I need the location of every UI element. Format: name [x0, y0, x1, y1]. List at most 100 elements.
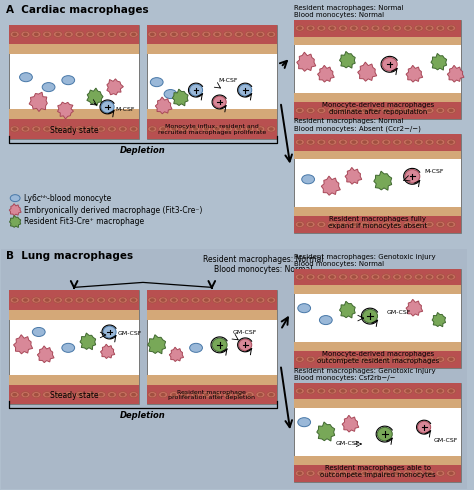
Ellipse shape — [108, 126, 117, 132]
Ellipse shape — [340, 358, 346, 361]
Ellipse shape — [161, 298, 165, 302]
Ellipse shape — [258, 127, 263, 131]
Ellipse shape — [75, 392, 84, 397]
Ellipse shape — [226, 33, 230, 36]
Ellipse shape — [215, 33, 219, 36]
Bar — [294, 269, 462, 285]
Ellipse shape — [427, 358, 432, 361]
Ellipse shape — [392, 139, 401, 145]
Ellipse shape — [328, 25, 337, 31]
Ellipse shape — [416, 109, 421, 112]
Ellipse shape — [256, 297, 265, 303]
Ellipse shape — [109, 33, 114, 36]
Ellipse shape — [297, 275, 302, 279]
Ellipse shape — [438, 389, 443, 392]
Ellipse shape — [180, 392, 189, 397]
Text: Depletion: Depletion — [120, 411, 166, 420]
Ellipse shape — [99, 33, 104, 36]
Ellipse shape — [349, 388, 358, 394]
Bar — [147, 385, 277, 404]
Ellipse shape — [54, 31, 63, 37]
Ellipse shape — [182, 393, 187, 396]
Ellipse shape — [247, 33, 252, 36]
Ellipse shape — [295, 221, 304, 227]
Polygon shape — [100, 344, 115, 359]
Ellipse shape — [32, 327, 45, 337]
Ellipse shape — [349, 356, 358, 362]
Ellipse shape — [395, 26, 400, 30]
Text: GM-CSF: GM-CSF — [118, 331, 142, 337]
Bar — [147, 119, 277, 139]
Ellipse shape — [120, 298, 125, 302]
Ellipse shape — [425, 388, 434, 394]
Bar — [9, 375, 139, 385]
Ellipse shape — [427, 471, 432, 475]
Ellipse shape — [86, 392, 95, 397]
Ellipse shape — [32, 126, 41, 132]
Text: B  Lung macrophages: B Lung macrophages — [6, 251, 133, 261]
Ellipse shape — [340, 222, 346, 226]
Ellipse shape — [349, 470, 358, 476]
Bar — [9, 291, 139, 404]
Ellipse shape — [172, 33, 176, 36]
Ellipse shape — [384, 109, 389, 112]
Polygon shape — [37, 346, 54, 363]
Ellipse shape — [360, 388, 369, 394]
Ellipse shape — [267, 126, 276, 132]
Ellipse shape — [330, 26, 335, 30]
Ellipse shape — [319, 109, 324, 112]
Ellipse shape — [360, 139, 369, 145]
Ellipse shape — [330, 275, 335, 279]
Ellipse shape — [373, 275, 378, 279]
Ellipse shape — [131, 393, 136, 396]
Bar — [147, 291, 277, 404]
Ellipse shape — [224, 126, 232, 132]
Ellipse shape — [245, 392, 254, 397]
Ellipse shape — [148, 126, 157, 132]
Ellipse shape — [170, 297, 178, 303]
Bar — [9, 44, 139, 54]
Ellipse shape — [447, 470, 456, 476]
Ellipse shape — [403, 470, 412, 476]
Ellipse shape — [42, 83, 55, 92]
Ellipse shape — [88, 393, 93, 396]
Ellipse shape — [245, 126, 254, 132]
Ellipse shape — [97, 31, 106, 37]
Ellipse shape — [131, 298, 136, 302]
Text: Resident macrophages: Normal
Blood monocytes: Normal: Resident macrophages: Normal Blood monoc… — [203, 255, 323, 274]
Ellipse shape — [43, 126, 52, 132]
Ellipse shape — [351, 471, 356, 475]
Ellipse shape — [267, 31, 276, 37]
Ellipse shape — [349, 25, 358, 31]
Ellipse shape — [382, 356, 391, 362]
Ellipse shape — [150, 393, 155, 396]
Ellipse shape — [64, 31, 73, 37]
Ellipse shape — [438, 275, 443, 279]
Ellipse shape — [362, 141, 367, 144]
Ellipse shape — [308, 275, 313, 279]
Polygon shape — [318, 65, 334, 82]
Text: GM-CSF: GM-CSF — [387, 310, 411, 315]
Polygon shape — [342, 416, 359, 432]
Ellipse shape — [88, 298, 93, 302]
Text: Depletion: Depletion — [120, 146, 166, 155]
Ellipse shape — [88, 33, 93, 36]
Ellipse shape — [338, 274, 347, 280]
Polygon shape — [80, 333, 96, 350]
Ellipse shape — [340, 389, 346, 392]
Ellipse shape — [382, 25, 391, 31]
Ellipse shape — [172, 298, 176, 302]
Ellipse shape — [328, 107, 337, 113]
Ellipse shape — [362, 109, 367, 112]
Text: Resident macrophages fully
expand if monocytes absent: Resident macrophages fully expand if mon… — [328, 216, 428, 229]
Ellipse shape — [319, 471, 324, 475]
Ellipse shape — [237, 393, 241, 396]
Ellipse shape — [328, 274, 337, 280]
Bar — [147, 375, 277, 385]
Ellipse shape — [75, 126, 84, 132]
Bar — [294, 207, 462, 216]
Ellipse shape — [190, 84, 202, 96]
Ellipse shape — [172, 127, 176, 131]
Ellipse shape — [384, 141, 389, 144]
Ellipse shape — [269, 298, 273, 302]
